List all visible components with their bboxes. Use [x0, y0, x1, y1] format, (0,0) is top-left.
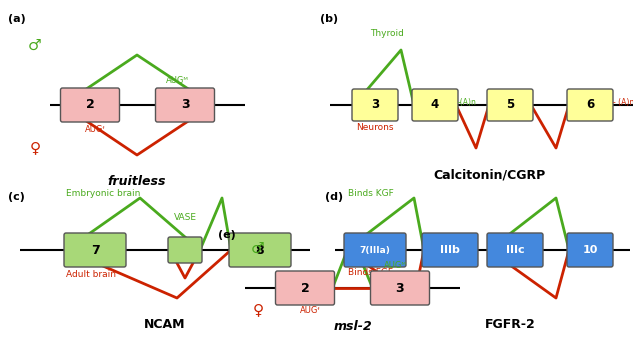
Text: AUGᶠ: AUGᶠ — [85, 125, 106, 134]
Text: -(A)n: -(A)n — [458, 97, 477, 107]
Text: ♀: ♀ — [253, 302, 263, 318]
Text: 3: 3 — [371, 98, 379, 111]
Text: 10: 10 — [582, 245, 598, 255]
FancyBboxPatch shape — [352, 89, 398, 121]
Text: Calcitonin/CGRP: Calcitonin/CGRP — [434, 168, 546, 181]
Text: AUGᴹ: AUGᴹ — [166, 76, 189, 85]
Text: Embryonic brain: Embryonic brain — [66, 189, 141, 198]
Text: msl-2: msl-2 — [334, 320, 372, 333]
FancyBboxPatch shape — [370, 271, 430, 305]
Text: Adult brain: Adult brain — [66, 270, 116, 279]
FancyBboxPatch shape — [412, 89, 458, 121]
Text: 4: 4 — [431, 98, 439, 111]
Text: Thyroid: Thyroid — [370, 29, 404, 38]
FancyBboxPatch shape — [567, 89, 613, 121]
Text: 6: 6 — [586, 98, 594, 111]
FancyBboxPatch shape — [567, 233, 613, 267]
FancyBboxPatch shape — [168, 237, 202, 263]
Text: fruitless: fruitless — [108, 175, 166, 188]
Text: 7(IIIa): 7(IIIa) — [360, 246, 391, 255]
Text: 3: 3 — [180, 98, 189, 111]
Text: 2: 2 — [85, 98, 94, 111]
FancyBboxPatch shape — [487, 233, 543, 267]
Text: (b): (b) — [320, 14, 338, 24]
Text: 5: 5 — [506, 98, 514, 111]
Text: ♂: ♂ — [28, 37, 42, 53]
Text: (c): (c) — [8, 192, 25, 202]
FancyBboxPatch shape — [64, 233, 126, 267]
FancyBboxPatch shape — [344, 233, 406, 267]
Text: ♀: ♀ — [30, 140, 41, 155]
Text: ♂: ♂ — [251, 240, 265, 256]
Text: 7: 7 — [91, 244, 99, 257]
FancyBboxPatch shape — [275, 271, 334, 305]
Text: (d): (d) — [325, 192, 343, 202]
Text: NCAM: NCAM — [144, 318, 185, 331]
Text: IIIb: IIIb — [440, 245, 460, 255]
FancyBboxPatch shape — [229, 233, 291, 267]
Text: AUGᶠ: AUGᶠ — [299, 306, 320, 315]
Text: (a): (a) — [8, 14, 26, 24]
Text: VASE: VASE — [173, 213, 196, 222]
FancyBboxPatch shape — [422, 233, 478, 267]
Text: Binds KGF: Binds KGF — [348, 189, 394, 198]
Text: AUGᴹ: AUGᴹ — [384, 261, 406, 270]
Text: 2: 2 — [301, 281, 310, 294]
Text: - (A)n: - (A)n — [613, 97, 633, 107]
FancyBboxPatch shape — [487, 89, 533, 121]
FancyBboxPatch shape — [61, 88, 120, 122]
Text: IIIc: IIIc — [506, 245, 524, 255]
Text: (e): (e) — [218, 230, 235, 240]
Text: 8: 8 — [256, 244, 265, 257]
Text: Neurons: Neurons — [356, 123, 394, 132]
Text: 3: 3 — [396, 281, 404, 294]
Text: Binds FGF: Binds FGF — [348, 268, 393, 277]
Text: FGFR-2: FGFR-2 — [485, 318, 536, 331]
FancyBboxPatch shape — [156, 88, 215, 122]
